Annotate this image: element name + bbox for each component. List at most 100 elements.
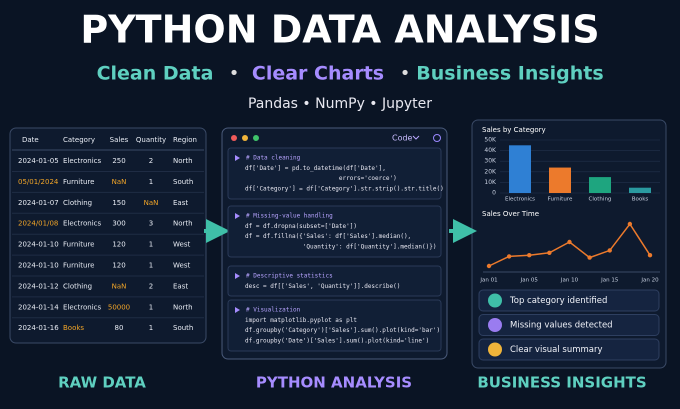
table-cell: North <box>173 157 193 165</box>
insight-icon <box>488 318 502 332</box>
window-dot <box>242 135 248 141</box>
column-header: Sales <box>110 136 129 144</box>
table-cell: 300 <box>112 220 125 228</box>
kernel-icon <box>433 134 441 142</box>
window-dot <box>231 135 237 141</box>
table-cell: 05/01/2024 <box>18 178 59 186</box>
point <box>506 254 512 259</box>
y-tick-label: 0 <box>492 190 496 197</box>
column-header: Category <box>63 136 95 144</box>
table-cell: 150 <box>112 199 125 207</box>
code-line: import matplotlib.pyplot as plt <box>245 317 357 324</box>
table-cell: 2024-01-10 <box>18 241 59 249</box>
section-label: RAW DATA <box>58 374 146 392</box>
x-tick-label: Books <box>632 197 649 203</box>
column-header: Date <box>22 136 39 144</box>
table-cell: 2024-01-10 <box>18 262 59 270</box>
y-tick-label: 40K <box>484 147 497 154</box>
point <box>547 250 552 255</box>
point <box>527 253 532 258</box>
table-cell: West <box>173 262 190 270</box>
y-tick-label: 10K <box>484 179 497 186</box>
insight-box <box>478 338 660 361</box>
point <box>627 221 633 227</box>
code-line: df['Date'] = pd.to_datetime(df['Date'], <box>245 165 386 172</box>
tagline-item: Business Insights <box>416 63 603 85</box>
table-cell: 120 <box>112 262 125 270</box>
table-cell: Clothing <box>63 199 92 207</box>
table-cell: Furniture <box>63 178 94 186</box>
table-cell: 2 <box>149 282 153 290</box>
code-line: # Visualization <box>246 307 301 314</box>
table-cell: 50000 <box>108 303 130 311</box>
tab-label: Code <box>392 134 413 143</box>
table-cell: 2024-01-12 <box>18 282 59 290</box>
run-icon <box>235 307 240 313</box>
table-cell: NaN <box>144 199 159 207</box>
point <box>567 239 572 245</box>
table-cell: Clothing <box>63 282 92 290</box>
code-cell <box>227 265 442 297</box>
y-tick-label: 50K <box>484 137 497 144</box>
tagline-item: Clear Charts <box>252 63 384 85</box>
table-cell: South <box>173 324 193 332</box>
y-tick-label: 30K <box>484 158 497 165</box>
insight-text: Top category identified <box>509 296 607 306</box>
code-cell <box>227 205 442 258</box>
table-cell: West <box>173 241 190 249</box>
table-cell: Furniture <box>63 241 94 249</box>
run-icon <box>235 273 240 279</box>
table-cell: 2024-01-05 <box>18 157 59 165</box>
table-cell: NaN <box>112 178 127 186</box>
code-line: # Descriptive statistics <box>246 273 333 280</box>
table-cell: North <box>173 303 193 311</box>
x-tick-label: Furniture <box>548 197 573 203</box>
table-cell: 120 <box>112 241 125 249</box>
table-cell: 2024/01/08 <box>18 220 58 228</box>
point <box>587 255 592 260</box>
bar <box>549 167 571 193</box>
code-line: errors='coerce') <box>245 175 397 182</box>
insight-text: Missing values detected <box>510 321 613 331</box>
insight-box <box>478 289 660 312</box>
column-header: Region <box>173 136 197 144</box>
table-cell: 250 <box>112 157 125 165</box>
table-cell: 2024-01-07 <box>18 199 59 207</box>
table-cell: 2024-01-16 <box>18 324 59 332</box>
table-cell: Books <box>63 324 84 332</box>
bar <box>509 145 531 193</box>
code-line: desc = df[['Sales', 'Quantity']].describ… <box>245 283 400 290</box>
code-line: df = df.fillna({'Sales': df['Sales'].med… <box>245 233 411 240</box>
separator: • <box>400 63 411 84</box>
section-label: PYTHON ANALYSIS <box>256 374 412 392</box>
table-cell: East <box>173 282 188 290</box>
x-tick-label: Electronics <box>505 197 535 203</box>
table-cell: 1 <box>149 303 153 311</box>
insight-text: Clear visual summary <box>510 345 603 355</box>
y-tick-label: 20K <box>484 168 497 175</box>
table-cell: 1 <box>149 178 153 186</box>
table-cell: 2 <box>149 157 153 165</box>
table-cell: 2024-01-14 <box>18 303 59 311</box>
column-header: Quantity <box>136 136 166 144</box>
chart-title: Sales Over Time <box>482 210 539 218</box>
chart-title: Sales by Category <box>482 126 546 134</box>
point <box>607 248 612 253</box>
x-tick-label: Jan 10 <box>560 278 579 284</box>
bar <box>589 177 611 193</box>
code-cell <box>227 147 442 200</box>
bar <box>629 187 651 193</box>
insight-box <box>478 314 660 336</box>
table-cell: 3 <box>149 220 153 228</box>
table-cell: South <box>173 178 193 186</box>
table-cell: East <box>173 199 188 207</box>
code-line: # Missing-value handling <box>246 213 333 220</box>
table-cell: Electronics <box>63 220 102 228</box>
window-dot <box>253 135 259 141</box>
dropdown-icon <box>412 135 420 140</box>
code-line: df.groupby('Date')['Sales'].sum().plot(k… <box>245 337 429 344</box>
code-line: 'Quantity': df['Quantity'].median()}) <box>245 243 436 250</box>
section-label: BUSINESS INSIGHTS <box>477 374 646 392</box>
table-cell: 1 <box>149 324 153 332</box>
